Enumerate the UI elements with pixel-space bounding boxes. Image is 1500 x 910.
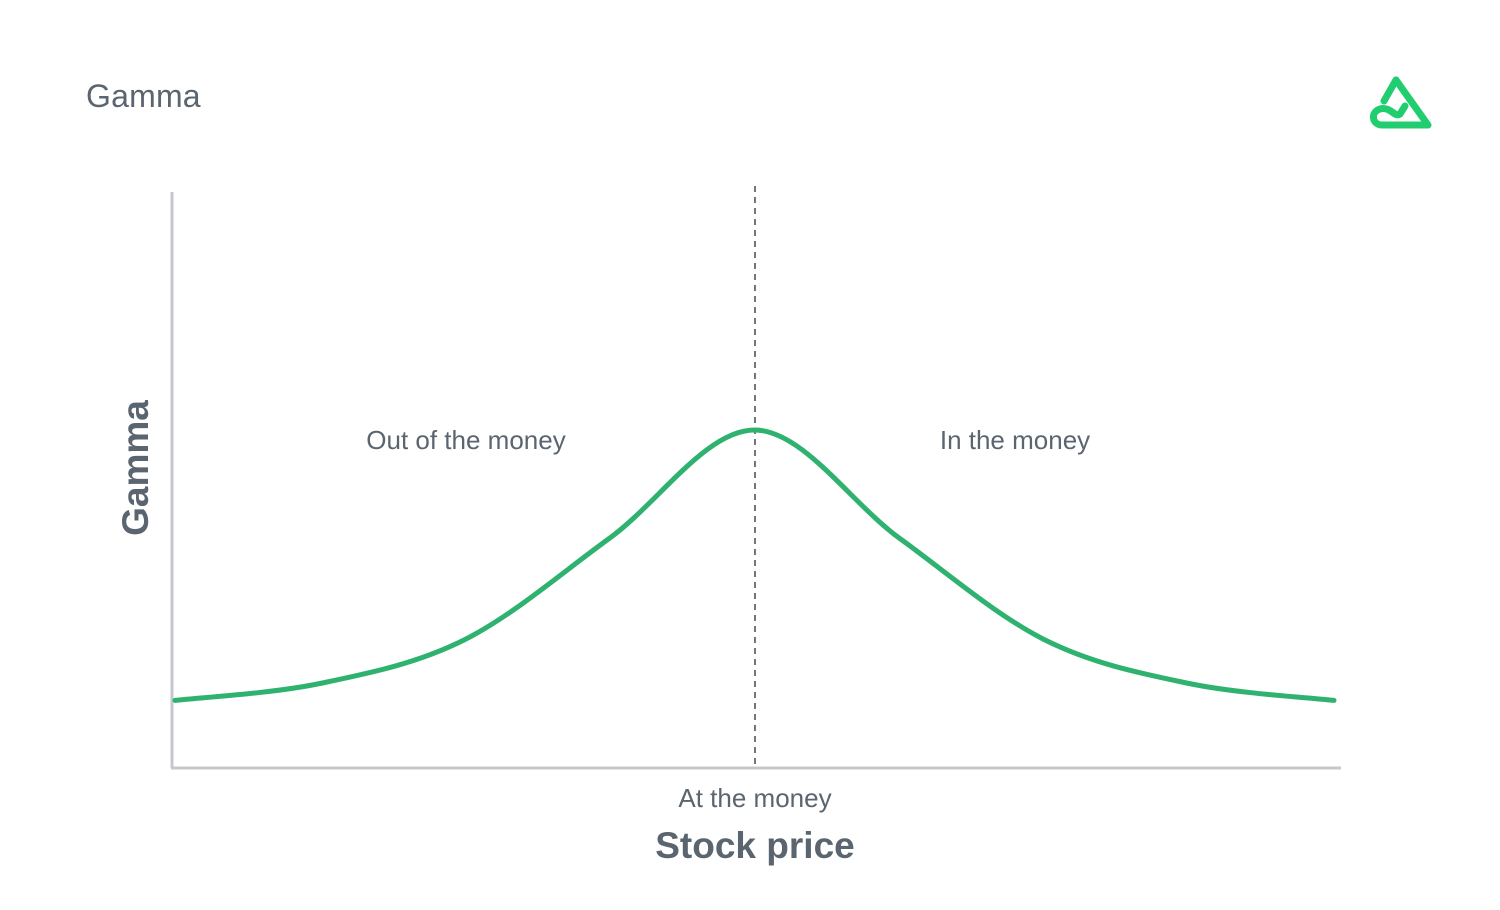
page-title: Gamma <box>86 78 201 114</box>
gamma-series-line <box>172 427 1337 703</box>
x-axis-label: Stock price <box>655 825 854 866</box>
annotation-out-of-the-money: Out of the money <box>366 425 565 455</box>
triangle-loop-logo-icon <box>1370 76 1432 129</box>
annotation-in-the-money: In the money <box>940 425 1090 455</box>
x-tick-label-at-the-money: At the money <box>678 783 831 813</box>
y-axis-label: Gamma <box>115 400 156 536</box>
